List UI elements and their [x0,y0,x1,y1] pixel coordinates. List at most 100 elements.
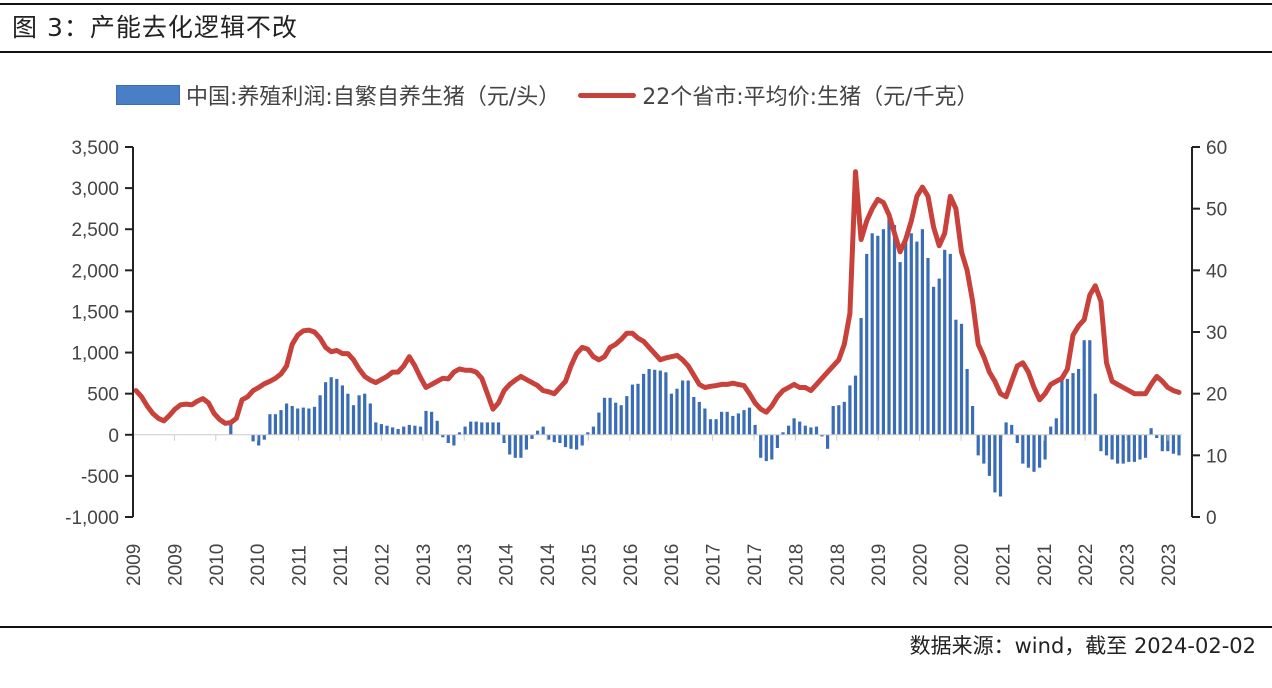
profit-bar [485,422,489,435]
profit-bar [379,424,383,435]
profit-bar [976,434,980,456]
profit-bar [491,422,495,435]
profit-bar [831,406,835,435]
left-axis-label: 1,000 [71,344,119,365]
left-axis-label: 3,000 [71,179,119,200]
profit-bar [524,434,528,450]
profit-bar [1038,434,1042,468]
profit-bar [814,426,819,435]
x-tick-label: 2011 [290,545,311,586]
left-axis-label: 500 [87,385,119,406]
x-tick-label: 2021 [1035,544,1056,586]
profit-bar [1104,434,1109,456]
profit-bar [753,424,757,435]
profit-bar [324,382,328,435]
profit-bar [229,422,233,435]
profit-bar [307,408,311,435]
profit-bar [480,422,484,435]
profit-bar [396,429,400,435]
profit-bar [614,402,618,435]
profit-bar [842,401,846,435]
profit-bar [552,434,556,443]
profit-bar [407,424,411,435]
profit-bar [826,434,830,449]
profit-bar [575,434,579,450]
profit-bar [1010,424,1014,435]
profit-bar [1021,434,1025,464]
profit-bar [876,235,880,435]
profit-bar [764,434,768,462]
left-axis-label: 1,500 [71,302,119,323]
profit-bar [335,378,339,435]
profit-bar [351,405,356,435]
profit-bar [340,385,344,435]
profit-bar [1138,434,1142,460]
profit-bar [452,434,456,446]
profit-bar [1032,434,1036,472]
profit-bar [508,434,512,455]
profit-bar [714,419,718,435]
profit-bar [653,369,657,435]
right-axis-label: 0 [1206,508,1217,529]
profit-bar [285,403,289,435]
profit-bar [926,258,930,435]
profit-bar [959,323,964,435]
profit-bar [647,369,651,435]
profit-bar [697,401,701,435]
profit-bar [937,278,941,435]
profit-bar [1065,378,1069,435]
profit-bar [257,434,261,446]
profit-bar [775,434,779,448]
x-tick-label: 2010 [207,544,228,586]
profit-bar [374,422,378,435]
profit-bar [547,434,551,440]
x-tick-label: 2015 [579,544,600,586]
profit-bar [569,434,573,449]
profit-bar [1054,418,1058,435]
profit-bar [1121,434,1125,464]
profit-bar [513,434,517,458]
profit-bar [502,434,506,443]
x-tick-label: 2009 [165,544,186,586]
profit-bar [463,426,467,435]
x-tick-label: 2009 [124,544,145,586]
profit-bar [346,393,350,435]
left-axis-label: -1,000 [65,508,119,529]
profit-bar [736,413,740,435]
profit-bar [798,421,802,435]
x-tick-label: 2023 [1118,544,1139,586]
profit-bar [625,396,629,435]
x-tick-label: 2020 [911,544,932,586]
profit-bar [887,212,891,435]
profit-bar [391,427,395,435]
x-tick-label: 2010 [248,544,269,586]
profit-bar [1177,434,1181,456]
profit-bar [279,410,283,435]
left-axis-label: 2,500 [71,220,119,241]
profit-bar [1049,426,1053,435]
profit-bar [686,380,690,435]
x-tick-label: 2021 [993,544,1014,586]
profit-bar [965,369,969,435]
legend-line-label: 22个省市:平均价:生猪（元/千克） [642,85,979,110]
profit-bar [725,411,729,435]
left-axis-label: 2,000 [71,261,119,282]
left-axis-label: 0 [108,426,119,447]
x-axis-labels: 2009 2009 2010 2010 2011 2011 2012 2013 2013 2014… [124,543,1180,586]
profit-bar [971,406,975,435]
left-axis-label: 3,500 [71,138,119,159]
profit-bar [809,427,813,435]
profit-bar [1060,377,1064,435]
profit-bar [636,383,640,435]
profit-bar [519,434,523,458]
x-tick-label: 2011 [331,545,352,586]
profit-bar [915,241,919,435]
profit-bar [1149,428,1153,435]
profit-bar [675,388,679,435]
legend-line-swatch [578,92,637,98]
profit-bar [296,408,300,435]
profit-bar [474,421,478,435]
profit-bar [418,426,423,435]
right-axis-label: 40 [1206,261,1227,282]
profit-bar [608,397,612,435]
